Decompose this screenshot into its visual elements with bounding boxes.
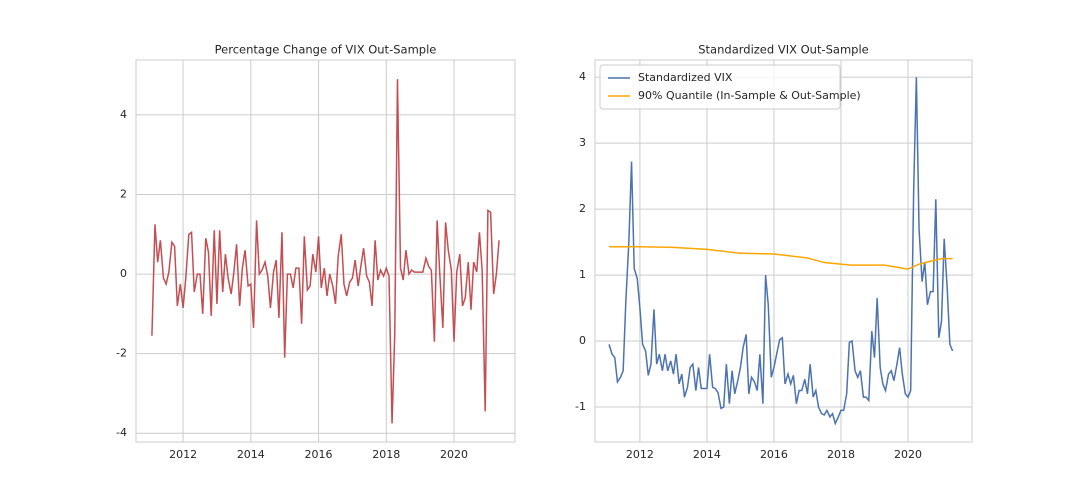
y-tick-label: 1 (579, 268, 586, 281)
y-tick-label: 0 (120, 267, 127, 280)
x-tick-label: 2012 (626, 448, 654, 461)
legend-label: Standardized VIX (638, 71, 733, 84)
y-tick-label: 2 (579, 202, 586, 215)
y-tick-label: -4 (116, 426, 127, 439)
x-tick-label: 2012 (169, 448, 197, 461)
x-tick-label: 2020 (440, 448, 468, 461)
legend-box (599, 64, 841, 110)
chart-title: Standardized VIX Out-Sample (698, 43, 869, 57)
y-tick-label: 0 (579, 334, 586, 347)
x-tick-label: 2018 (372, 448, 400, 461)
y-tick-label: 4 (579, 70, 586, 83)
data-line (151, 79, 500, 424)
axes-frame (135, 59, 516, 443)
y-tick-label: 2 (120, 187, 127, 200)
x-tick-label: 2014 (237, 448, 265, 461)
chart-title: Percentage Change of VIX Out-Sample (215, 43, 437, 57)
data-line (609, 245, 953, 270)
data-line (608, 77, 954, 426)
y-tick-label: -2 (116, 347, 127, 360)
x-tick-label: 2016 (305, 448, 333, 461)
y-tick-label: -1 (575, 400, 586, 413)
x-tick-label: 2014 (693, 448, 721, 461)
y-tick-label: 3 (579, 136, 586, 149)
legend-label: 90% Quantile (In-Sample & Out-Sample) (638, 89, 861, 102)
axes-frame (594, 59, 973, 443)
x-tick-label: 2016 (760, 448, 788, 461)
x-tick-label: 2018 (827, 448, 855, 461)
y-tick-label: 4 (120, 108, 127, 121)
x-tick-label: 2020 (894, 448, 922, 461)
